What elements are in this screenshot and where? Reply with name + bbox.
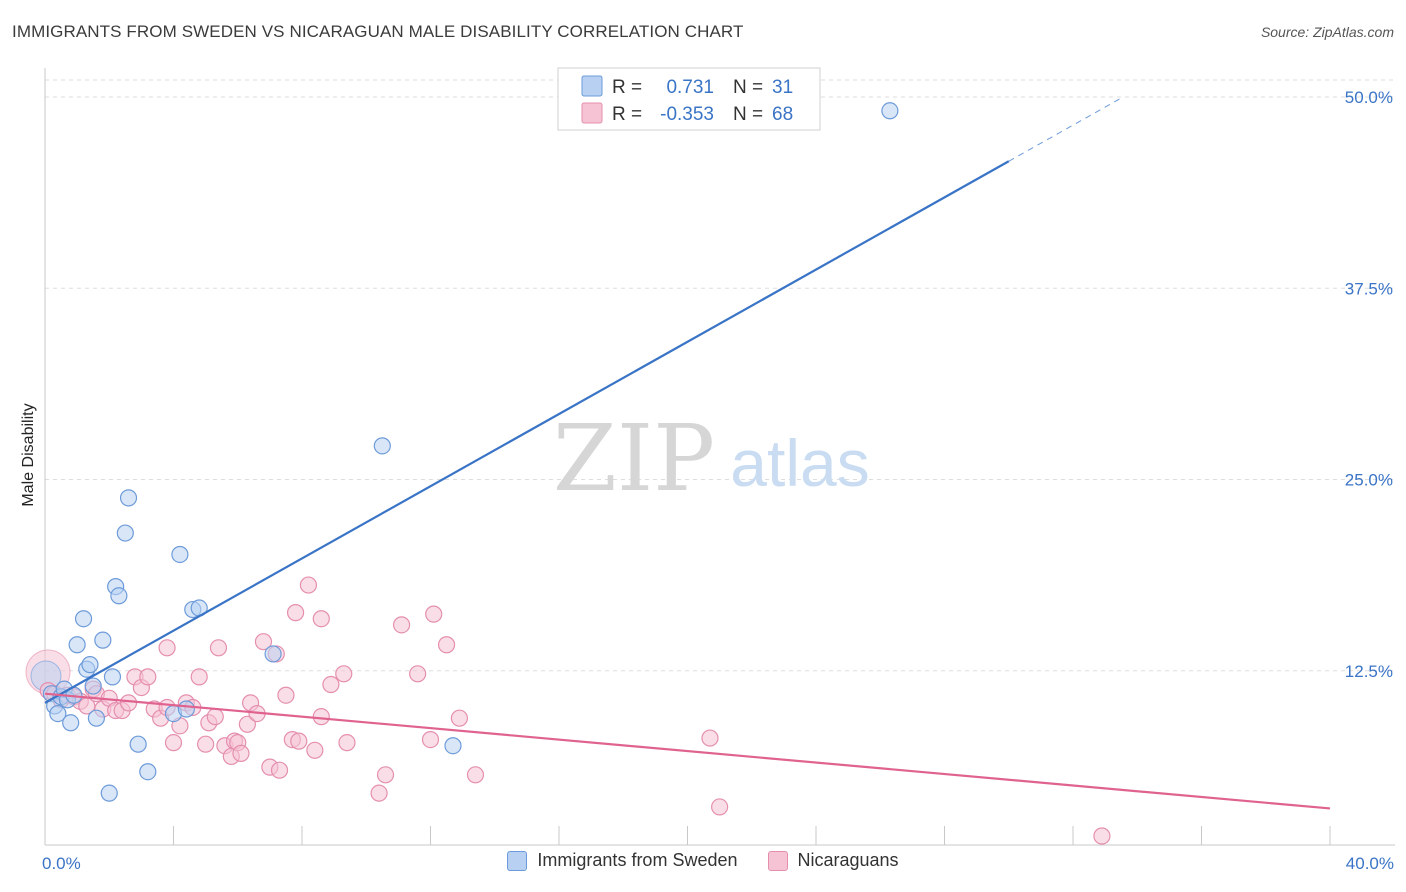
nicaraguan-point: [286, 604, 305, 622]
trend-layer: [44, 97, 1331, 810]
series-legend: Immigrants from Sweden Nicaraguans: [0, 850, 1406, 871]
nicaraguan-point: [277, 686, 295, 704]
nicaraguan-point: [164, 734, 183, 752]
nicaraguan-point: [312, 610, 330, 628]
nicaraguan-point: [270, 761, 289, 779]
legend-item-nicaraguans[interactable]: Nicaraguans: [767, 850, 899, 871]
nicaraguan-point: [254, 633, 273, 651]
watermark-atlas: atlas: [730, 426, 869, 500]
legend-label-nicaraguans: Nicaraguans: [797, 850, 899, 870]
sweden-point: [103, 668, 122, 686]
nicaraguan-point: [466, 766, 485, 784]
nicaraguan-point: [376, 766, 395, 784]
legend-label-sweden: Immigrants from Sweden: [537, 850, 738, 870]
sweden-point: [68, 636, 86, 654]
grid-layer: [45, 79, 1395, 672]
axis-layer: [44, 68, 1395, 846]
sweden-point: [129, 735, 147, 753]
nicaraguan-point: [409, 665, 427, 683]
legend-r-value-2: -0.353: [660, 104, 714, 125]
nicaraguan-point: [335, 665, 353, 683]
nicaraguan-point: [209, 639, 228, 657]
x-tick-label-min: 0.0%: [42, 854, 81, 873]
y-tick-label: 12.5%: [1345, 662, 1393, 681]
nicaraguan-point: [1093, 827, 1111, 845]
nicaraguan-point: [119, 694, 138, 712]
sweden-point: [444, 737, 462, 755]
nicaraguan-trendline: [44, 692, 1331, 810]
nicaraguan-point: [206, 708, 224, 726]
x-tick-label-max: 40.0%: [1346, 854, 1394, 873]
nicaraguan-point: [392, 616, 411, 634]
legend-swatch-nicaraguans: [581, 102, 603, 124]
legend-r-label-1: R =: [612, 77, 642, 98]
nicaraguan-point: [701, 729, 719, 747]
legend-n-label-2: N =: [733, 104, 763, 125]
nicaraguan-point: [437, 636, 456, 654]
legend-n-label-1: N =: [733, 77, 763, 98]
source-credit: Source: ZipAtlas.com: [1260, 24, 1394, 40]
sweden-trendline-extension: [1008, 97, 1122, 162]
sweden-point: [49, 704, 67, 723]
sweden-point: [171, 545, 189, 564]
sweden-point: [62, 714, 80, 732]
legend-n-value-2: 68: [772, 104, 793, 125]
nicaraguan-point: [370, 784, 388, 802]
nicaraguan-point: [306, 741, 324, 759]
watermark: ZIP atlas: [553, 405, 870, 512]
points-layer: [25, 102, 1111, 845]
nicaraguan-point: [290, 732, 308, 750]
sweden-point: [87, 709, 106, 727]
nicaraguan-point: [139, 668, 157, 686]
y-tick-label: 50.0%: [1345, 88, 1393, 107]
nicaraguan-point: [322, 675, 340, 694]
sweden-point: [100, 784, 118, 802]
legend-r-label-2: R =: [612, 104, 642, 125]
nicaraguan-point: [312, 708, 330, 726]
sweden-point: [74, 610, 93, 628]
nicaraguan-point: [238, 715, 256, 733]
nicaraguan-point: [232, 744, 250, 762]
legend-swatch-sweden-bottom: [507, 850, 528, 871]
sweden-point: [119, 489, 138, 507]
sweden-point: [81, 656, 99, 674]
sweden-point: [116, 524, 134, 542]
label-layer: 12.5% 25.0% 37.5% 50.0% 0.0% 40.0%: [42, 88, 1394, 873]
nicaraguan-point: [421, 730, 440, 749]
nicaraguan-point: [338, 734, 356, 752]
stats-legend: R = 0.731 N = 31 R = -0.353 N = 68: [557, 67, 821, 131]
legend-r-value-1: 0.731: [666, 77, 714, 98]
y-tick-label: 25.0%: [1345, 471, 1393, 490]
nicaraguan-point: [450, 709, 469, 727]
nicaraguan-point: [711, 798, 729, 816]
nicaraguan-point: [197, 735, 215, 753]
nicaraguan-point: [425, 605, 443, 623]
nicaraguan-point: [299, 576, 318, 594]
sweden-trendline: [44, 160, 1010, 704]
sweden-point: [373, 437, 391, 455]
legend-item-sweden[interactable]: Immigrants from Sweden: [507, 850, 738, 871]
nicaraguan-point: [158, 639, 176, 657]
sweden-point: [177, 700, 195, 718]
y-axis-title: Male Disability: [20, 403, 37, 506]
sweden-point: [94, 631, 112, 649]
y-tick-label: 37.5%: [1345, 279, 1393, 298]
nicaraguan-point: [190, 668, 208, 686]
legend-n-value-1: 31: [772, 77, 793, 98]
chart-title: IMMIGRANTS FROM SWEDEN VS NICARAGUAN MAL…: [12, 22, 744, 41]
sweden-point: [110, 587, 128, 605]
sweden-point: [881, 102, 899, 120]
legend-swatch-sweden: [581, 75, 603, 97]
watermark-zip: ZIP: [553, 405, 715, 512]
sweden-point: [84, 677, 102, 695]
legend-swatch-nicaraguans-bottom: [767, 850, 788, 871]
sweden-point: [139, 763, 157, 781]
sweden-point: [264, 645, 282, 663]
